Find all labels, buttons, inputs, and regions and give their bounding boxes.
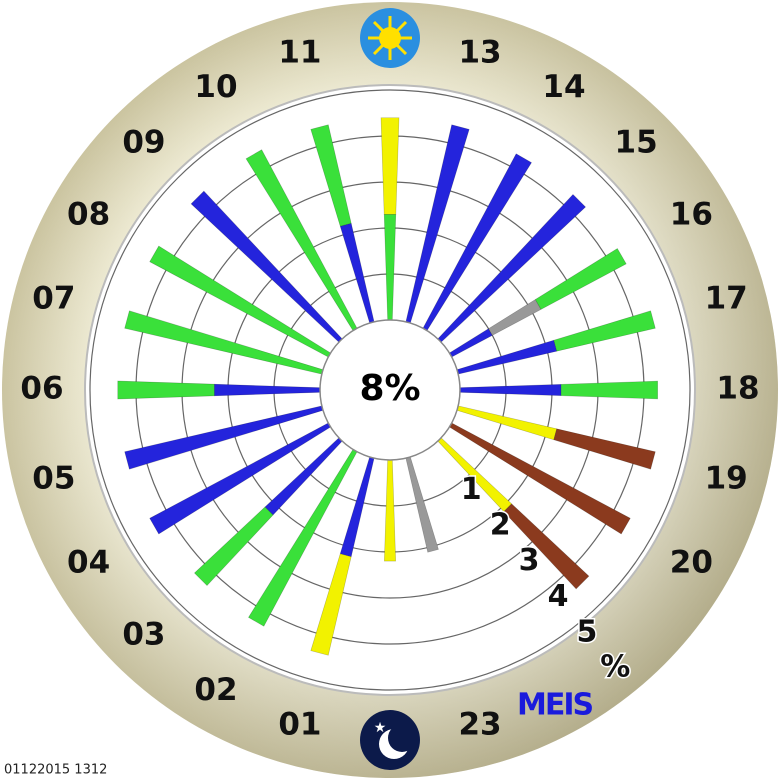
- bar-segment: [310, 124, 352, 227]
- hour-label: 15: [615, 124, 658, 160]
- hour-label: 18: [716, 371, 759, 407]
- r-tick-label: 4: [548, 579, 569, 614]
- hour-label: 07: [32, 280, 75, 316]
- bar-segment: [553, 310, 656, 352]
- bar-segment: [310, 553, 352, 656]
- r-tick-label: 3: [519, 543, 540, 578]
- hour-label: 02: [194, 672, 237, 708]
- bar-segment: [194, 506, 274, 586]
- hour-label: 09: [122, 124, 165, 160]
- center-disk: [319, 319, 461, 461]
- hour-label: 20: [670, 545, 713, 581]
- hour-label: 23: [458, 707, 501, 743]
- r-tick-label: 5: [577, 615, 598, 650]
- center-label: 8%: [359, 368, 420, 409]
- logo: MEIS: [517, 688, 593, 723]
- hour-label: 11: [278, 34, 321, 70]
- hour-label: 13: [458, 34, 501, 70]
- svg-text:★: ★: [374, 720, 387, 736]
- bar-segment: [503, 503, 590, 590]
- hour-label: 14: [542, 69, 585, 105]
- hour-label: 06: [20, 371, 63, 407]
- moon-icon: ★: [360, 710, 420, 770]
- sun-icon: [360, 8, 420, 68]
- bar-segment: [560, 380, 658, 400]
- bar-segment: [117, 380, 215, 400]
- hour-label: 04: [67, 545, 110, 581]
- r-tick-label: 2: [490, 508, 511, 543]
- hour-label: 03: [122, 617, 165, 653]
- hour-label: 19: [705, 461, 748, 497]
- hour-label: 08: [67, 197, 110, 233]
- hour-label: 05: [32, 461, 75, 497]
- bar-segment: [380, 117, 400, 215]
- timestamp: 01122015 1312: [4, 763, 107, 778]
- hour-label: 17: [705, 280, 748, 316]
- hour-label: 16: [670, 197, 713, 233]
- hour-label: 01: [278, 707, 321, 743]
- r-tick-label: 1: [461, 472, 482, 507]
- hour-label: 10: [194, 69, 237, 105]
- bar-segment: [553, 428, 656, 470]
- bar-segment: [534, 248, 627, 310]
- r-unit-label: %: [600, 650, 630, 685]
- grid-circle: [89, 89, 691, 691]
